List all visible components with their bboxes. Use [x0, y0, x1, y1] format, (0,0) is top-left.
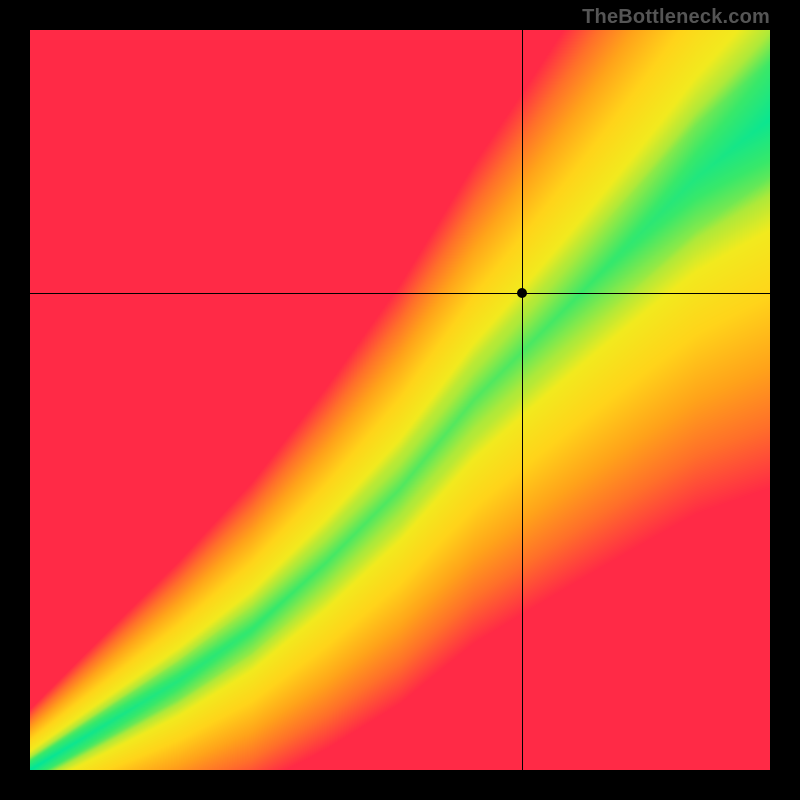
watermark-text: TheBottleneck.com	[582, 6, 770, 29]
crosshair-marker	[517, 288, 527, 298]
chart-container: TheBottleneck.com	[0, 0, 800, 800]
crosshair-horizontal	[30, 293, 770, 294]
heatmap-canvas	[30, 30, 770, 770]
plot-area	[30, 30, 770, 770]
crosshair-vertical	[522, 30, 523, 770]
